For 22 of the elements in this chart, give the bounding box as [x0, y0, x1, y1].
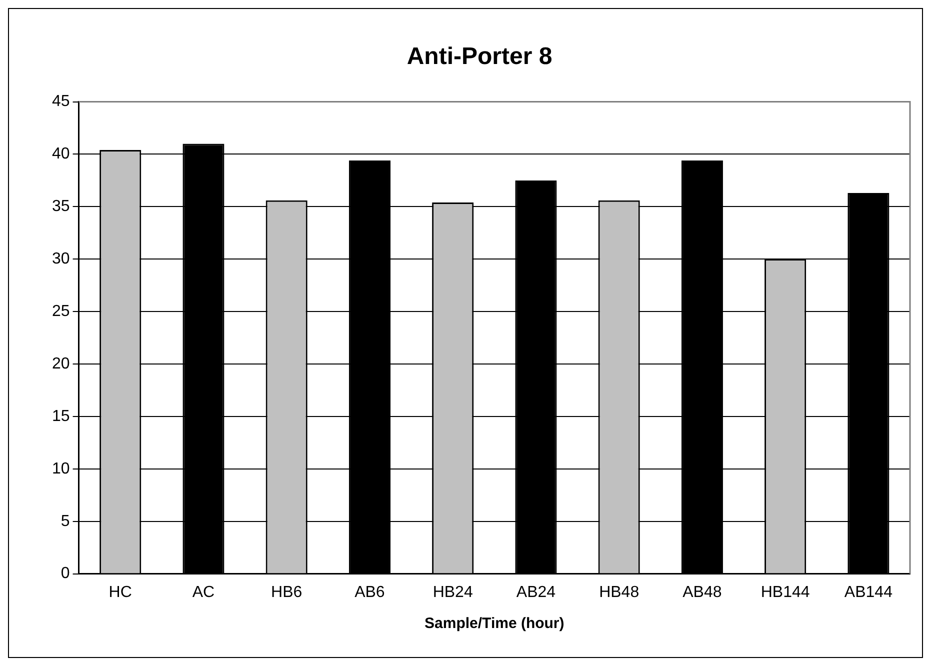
y-tick-label: 5	[60, 512, 70, 530]
x-tick-label: AC	[192, 584, 215, 601]
y-tick-label: 15	[52, 408, 70, 425]
x-tick-label: AB6	[354, 584, 385, 601]
y-tick-label: 10	[52, 460, 70, 478]
x-tick-label: HB144	[760, 584, 810, 601]
y-tick-label: 30	[52, 250, 70, 268]
y-tick-label: 0	[60, 565, 70, 582]
x-axis-title: Sample/Time (hour)	[424, 615, 564, 632]
x-tick-label: HB6	[271, 584, 302, 601]
x-tick-label: HC	[108, 584, 132, 601]
y-tick-label: 20	[52, 355, 70, 372]
x-tick-label: AB144	[844, 584, 893, 601]
y-tick-label: 35	[52, 198, 70, 216]
y-tick-label: 45	[52, 93, 70, 110]
chart-title: Anti-Porter 8	[406, 43, 552, 70]
y-tick-label: 25	[52, 302, 70, 320]
x-tick-label: HB48	[599, 584, 640, 601]
x-tick-label: AB48	[682, 584, 722, 601]
x-tick-label: HB24	[432, 584, 473, 601]
y-tick-label: 40	[52, 146, 70, 163]
x-tick-label: AB24	[516, 584, 556, 601]
